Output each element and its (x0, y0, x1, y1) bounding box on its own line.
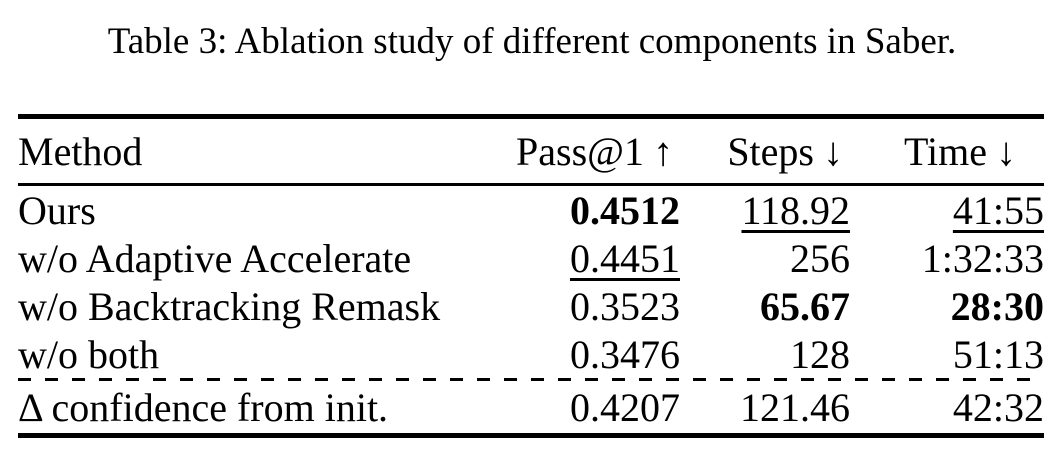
method-label: Δ confidence from init. (18, 381, 470, 439)
steps-value: 256 (790, 235, 850, 281)
method-label: Ours (18, 187, 96, 233)
dashed-rule (18, 378, 1044, 382)
ablation-table: Method Pass@1 ↑ Steps ↓ Time ↓ Ours 0.4512 … (18, 114, 1044, 439)
time-value: 1:32:33 (921, 235, 1044, 281)
pass1-value: 0.3523 (570, 283, 680, 329)
pass1-value: 0.4207 (470, 381, 680, 439)
steps-value: 65.67 (760, 283, 850, 329)
table-row-wo-adaptive-accelerate: w/o Adaptive Accelerate 0.4451 256 1:32:… (18, 234, 1044, 282)
method-label: w/o Backtracking Remask (18, 283, 441, 329)
col-header-time: Time ↓ (850, 114, 1044, 187)
table-caption: Table 3: Ablation study of different com… (107, 21, 957, 62)
time-value: 51:13 (952, 331, 1044, 377)
time-header-label: Time (903, 128, 987, 174)
steps-header-label: Steps (727, 128, 814, 174)
pass1-value: 0.4512 (570, 187, 680, 233)
table-body: Ours 0.4512 118.92 41:55 w/o Adaptive Ac… (18, 185, 1044, 439)
header-row: Method Pass@1 ↑ Steps ↓ Time ↓ (18, 114, 1044, 187)
down-arrow-icon: ↓ (996, 128, 1016, 174)
table-row-wo-backtracking-remask: w/o Backtracking Remask 0.3523 65.67 28:… (18, 282, 1044, 330)
pass1-value: 0.3476 (570, 331, 680, 377)
time-value: 28:30 (950, 283, 1044, 329)
pass1-value: 0.4451 (570, 235, 680, 281)
steps-value: 121.46 (680, 381, 850, 439)
down-arrow-icon: ↓ (823, 128, 843, 174)
pass1-header-label: Pass@1 (516, 128, 644, 174)
table-row-ours: Ours 0.4512 118.92 41:55 (18, 185, 1044, 235)
time-value: 42:32 (850, 381, 1044, 439)
col-header-method: Method (18, 114, 470, 187)
dashed-divider-row (18, 378, 1044, 382)
steps-value: 128 (790, 331, 850, 377)
method-label: w/o Adaptive Accelerate (18, 235, 412, 281)
col-header-pass1: Pass@1 ↑ (470, 114, 680, 187)
col-header-steps: Steps ↓ (680, 114, 850, 187)
table-header: Method Pass@1 ↑ Steps ↓ Time ↓ (18, 114, 1044, 187)
steps-value: 118.92 (741, 187, 850, 233)
ablation-table-container: Method Pass@1 ↑ Steps ↓ Time ↓ Ours 0.4512 … (18, 114, 1044, 439)
time-value: 41:55 (952, 187, 1044, 233)
method-header-label: Method (18, 128, 143, 174)
up-arrow-icon: ↑ (653, 128, 673, 174)
method-label: w/o both (18, 331, 160, 377)
table-row-wo-both: w/o both 0.3476 128 51:13 (18, 330, 1044, 378)
table-row-delta-confidence: Δ confidence from init. 0.4207 121.46 42… (18, 381, 1044, 439)
